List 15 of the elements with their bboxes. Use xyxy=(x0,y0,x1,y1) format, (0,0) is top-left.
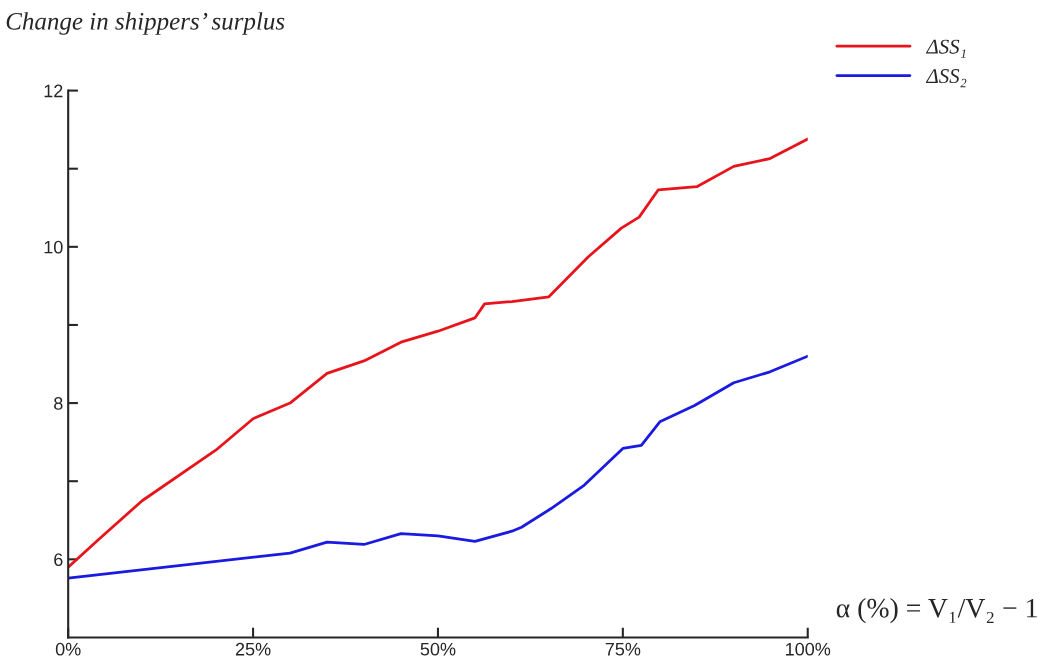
line-series xyxy=(68,354,808,580)
x-tick-label: 50% xyxy=(420,642,456,656)
x-tick-label: 0% xyxy=(55,642,81,656)
text: α (%) = V₁/V₂ − 1 xyxy=(836,598,1037,624)
x-tick-label: 100% xyxy=(786,642,831,656)
x-tick-label: 25% xyxy=(235,642,271,656)
chart-title: Change in shippers’ surplus xyxy=(6,12,285,35)
y-tick-label: 8 xyxy=(54,397,63,410)
legend-label: ΔSS₂ xyxy=(925,69,967,88)
y-tick-label: 10 xyxy=(44,240,63,254)
line-series xyxy=(68,137,808,569)
y-tick-label: 6 xyxy=(54,553,63,567)
x-tick-label: 75% xyxy=(605,642,641,656)
legend-label: ΔSS₁ xyxy=(925,39,966,58)
y-tick-label: 12 xyxy=(44,84,63,98)
